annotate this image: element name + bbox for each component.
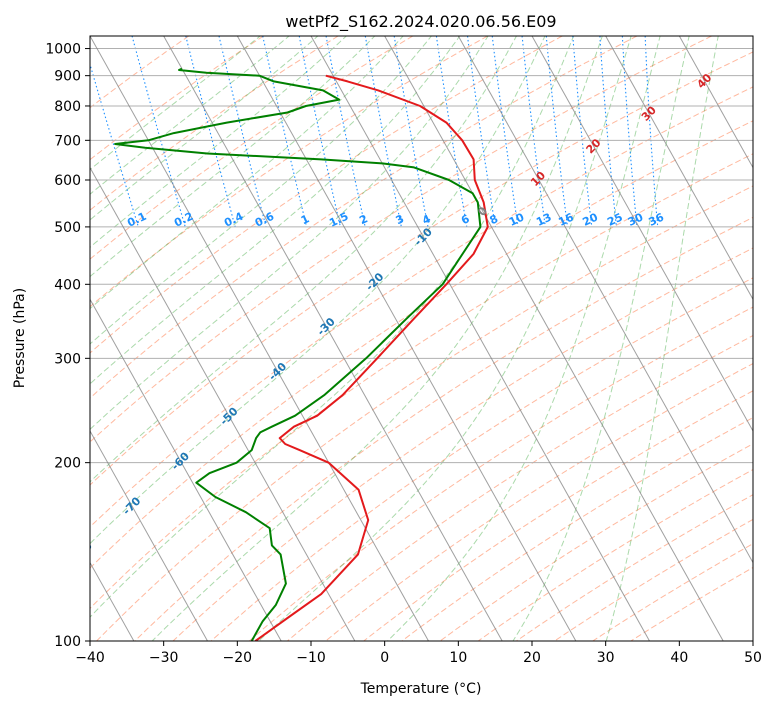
isotherm-line — [237, 36, 576, 641]
moist-adiabat — [68, 35, 574, 641]
dry-adiabat — [516, 36, 775, 641]
dry-adiabat — [402, 36, 775, 641]
mixing-ratio-label: 8 — [488, 212, 500, 227]
mixing-ratio-label: 2 — [357, 212, 369, 227]
x-tick-label: −10 — [296, 650, 326, 666]
mixing-ratio-label: 30 — [626, 210, 646, 228]
mixing-ratio-line — [645, 36, 658, 227]
isotherm-line — [679, 36, 775, 641]
y-tick-label: 900 — [54, 69, 81, 85]
y-tick-label: 1000 — [45, 42, 81, 58]
y-axis: 100 200 300 400 500 600 700 800 900 1000 — [45, 42, 90, 650]
isotherm-line — [606, 36, 775, 641]
dry-adiabat — [364, 36, 775, 641]
mixing-ratio-label: 20 — [581, 210, 601, 228]
mixing-ratio-label: 1 — [299, 212, 311, 227]
isotherm-line — [16, 36, 355, 641]
plot-area: -100-90-80-70-60-50-40-30-20-10010203040… — [0, 35, 775, 655]
mixing-ratio-line — [622, 36, 637, 227]
y-axis-label: Pressure (hPa) — [12, 288, 28, 388]
x-axis-label: Temperature (°C) — [360, 681, 482, 697]
y-tick-label: 500 — [54, 220, 81, 236]
chart-title: wetPf2_S162.2024.020.06.56.E09 — [285, 12, 556, 32]
dry-adiabat — [0, 36, 338, 641]
dry-adiabat — [0, 36, 488, 641]
moist-adiabat — [0, 35, 319, 641]
dry-adiabat — [211, 36, 775, 641]
dry-adiabat — [0, 36, 562, 641]
mixing-ratio-label: 25 — [605, 211, 624, 229]
y-tick-label: 400 — [54, 277, 81, 293]
dry-adiabat — [249, 36, 775, 641]
x-axis: −40 −30 −20 −10 0 10 20 30 40 50 — [75, 641, 762, 666]
mixing-ratio-line — [219, 36, 266, 227]
isotherm-label: -90 — [23, 584, 46, 607]
mixing-ratio-label: 3 — [394, 212, 406, 227]
isotherm-line — [0, 36, 60, 641]
x-tick-label: 0 — [380, 650, 389, 666]
x-tick-label: 30 — [597, 650, 615, 666]
moist-adiabat — [388, 35, 661, 641]
dry-adiabat — [440, 36, 775, 641]
isotherm-line — [532, 36, 775, 641]
mixing-ratio-line — [573, 36, 592, 227]
mixing-ratio-label: 4 — [420, 212, 433, 227]
y-tick-label: 300 — [54, 351, 81, 367]
y-tick-label: 600 — [54, 173, 81, 189]
y-tick-label: 800 — [54, 99, 81, 115]
isotherm-line — [0, 36, 208, 641]
moist-adiabat — [0, 35, 262, 641]
isotherm-label: -30 — [315, 315, 338, 338]
x-tick-label: −30 — [149, 650, 179, 666]
moist-adiabat — [0, 35, 348, 641]
isotherm-label: -100 — [0, 626, 1, 655]
dry-adiabat — [0, 36, 189, 641]
x-tick-label: −40 — [75, 650, 105, 666]
x-tick-label: −20 — [223, 650, 253, 666]
mixing-ratio-label: 16 — [556, 210, 576, 228]
mixing-ratio-label: 10 — [507, 210, 527, 228]
isotherm-label: -20 — [363, 270, 386, 293]
isotherm-line — [458, 36, 775, 641]
dry-adiabat — [593, 36, 775, 641]
isotherm-line — [90, 36, 429, 641]
x-tick-label: 10 — [449, 650, 467, 666]
mixing-ratio-label: 6 — [459, 212, 472, 227]
isotherm-label: -70 — [120, 494, 143, 517]
dry-adiabat — [173, 36, 775, 641]
moist-adiabat — [0, 35, 489, 641]
moist-adiabat — [259, 35, 632, 641]
isotherm-label: 10 — [528, 169, 548, 189]
isotherm-line — [753, 36, 775, 641]
mixing-ratio-label: 13 — [534, 211, 553, 229]
mixing-ratio-line — [394, 36, 428, 227]
dry-adiabat — [59, 36, 775, 641]
dry-adiabat — [0, 36, 264, 641]
isotherm-label: -60 — [169, 449, 192, 472]
moist-adiabat — [0, 35, 546, 641]
mixing-ratio-line — [326, 36, 365, 227]
moist-adiabat — [606, 35, 718, 641]
mixing-ratio-label: 36 — [647, 210, 667, 228]
isotherm-label: 20 — [584, 136, 604, 156]
moist-adiabat — [0, 35, 432, 641]
mixing-ratio-line — [522, 36, 545, 227]
x-tick-label: 50 — [744, 650, 762, 666]
x-tick-label: 40 — [670, 650, 688, 666]
y-tick-label: 700 — [54, 133, 81, 149]
y-tick-label: 200 — [54, 456, 81, 472]
isotherm-label: 40 — [694, 71, 714, 91]
y-tick-label: 100 — [54, 634, 81, 650]
plot-frame — [90, 36, 753, 641]
x-tick-label: 20 — [523, 650, 541, 666]
